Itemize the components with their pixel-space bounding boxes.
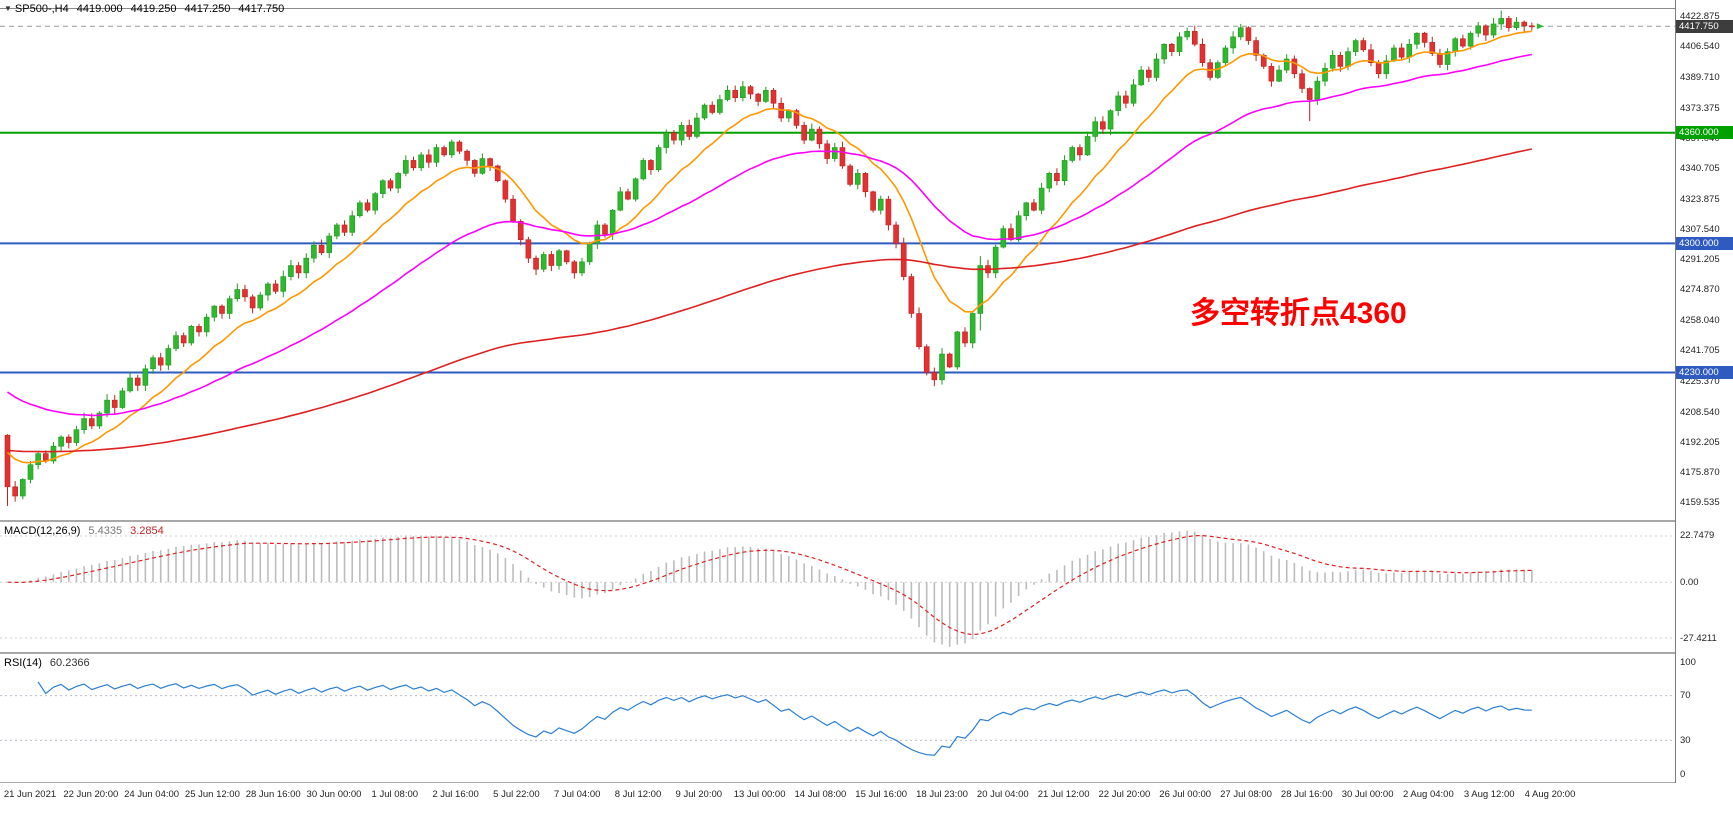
candlesticks (4, 10, 1535, 506)
price-tick-label: 4274.870 (1680, 284, 1720, 296)
chart-frame-border (0, 8, 1733, 9)
price-tick-label: 4340.705 (1680, 162, 1720, 174)
pane-separator[interactable] (0, 520, 1733, 522)
pane-separator[interactable] (0, 782, 1733, 783)
macd-signal-value: 3.2854 (130, 525, 164, 537)
price-tick-label: 4291.205 (1680, 254, 1720, 266)
rsi-tick-label: 100 (1680, 656, 1696, 668)
macd-canvas[interactable] (0, 522, 1675, 652)
macd-signal-line (7, 534, 1532, 636)
annotation-text[interactable]: 多空转折点4360 (1190, 297, 1407, 330)
time-tick-label: 21 Jun 2021 (3, 789, 57, 800)
chart-symbol-timeframe: SP500-,H4 (14, 3, 69, 15)
time-tick-label: 24 Jun 04:00 (124, 789, 180, 800)
time-tick-label: 2 Jul 16:00 (432, 789, 479, 800)
fast-ma-line (6, 30, 1532, 464)
time-tick-label: 28 Jun 16:00 (245, 789, 301, 800)
rsi-pane[interactable]: RSI(14) 60.2366 (0, 654, 1733, 782)
time-tick-label: 28 Jul 16:00 (1280, 789, 1333, 800)
time-tick-label: 14 Jul 08:00 (794, 789, 847, 800)
price-tick-label: 4323.875 (1680, 193, 1720, 205)
time-tick-label: 5 Jul 22:00 (493, 789, 540, 800)
rsi-header: RSI(14) 60.2366 (4, 657, 90, 669)
price-badge: 4230.000 (1676, 365, 1733, 379)
chart-dropdown-icon[interactable]: ▼ (4, 4, 12, 13)
slow-ma-line (7, 148, 1532, 453)
time-tick-label: 27 Jul 08:00 (1220, 789, 1272, 800)
macd-pane[interactable]: MACD(12,26,9) 5.4335 3.2854 (0, 522, 1733, 652)
time-tick-label: 1 Jul 08:00 (371, 789, 419, 800)
time-tick-label: 2 Aug 04:00 (1403, 789, 1454, 800)
price-tick-label: 4208.540 (1680, 406, 1720, 418)
time-tick-label: 22 Jun 20:00 (63, 789, 119, 800)
price-tick-label: 4307.540 (1680, 224, 1720, 235)
price-tick-label: 4389.710 (1680, 72, 1720, 84)
price-tick-label: 4373.375 (1680, 102, 1720, 114)
macd-main-value: 5.4335 (88, 525, 123, 537)
price-chart-pane[interactable]: ▼ SP500-,H4 4419.000 4419.250 4417.250 4417.7… (0, 0, 1733, 520)
time-tick-label: 7 Jul 04:00 (553, 789, 601, 800)
time-tick-label: 4 Aug 20:00 (1524, 789, 1576, 800)
price-tick-label: 4192.205 (1680, 436, 1720, 448)
price-tick-label: 4422.875 (1680, 11, 1720, 23)
time-tick-label: 25 Jun 12:00 (184, 789, 240, 800)
macd-header: MACD(12,26,9) 5.4335 3.2854 (4, 525, 164, 537)
ohlc-high: 4419.250 (130, 3, 177, 15)
time-tick-label: 15 Jul 16:00 (855, 789, 908, 800)
ohlc-close: 4417.750 (238, 3, 285, 15)
rsi-tick-label: 70 (1680, 690, 1691, 702)
price-tick-label: 4159.535 (1680, 496, 1720, 508)
time-tick-label: 21 Jul 12:00 (1037, 789, 1090, 800)
time-tick-label: 13 Jul 00:00 (733, 789, 786, 800)
macd-label: MACD(12,26,9) (4, 525, 81, 537)
macd-tick-label: -27.4211 (1680, 632, 1717, 644)
rsi-line (37, 681, 1532, 756)
medium-ma-line (7, 53, 1532, 417)
price-tick-label: 4241.705 (1680, 345, 1720, 357)
time-tick-label: 22 Jul 20:00 (1098, 789, 1151, 800)
time-tick-label: 26 Jul 00:00 (1159, 789, 1212, 800)
time-tick-label: 3 Aug 12:00 (1463, 789, 1515, 800)
price-chart-canvas[interactable] (0, 0, 1675, 520)
price-tick-label: 4258.040 (1680, 315, 1720, 327)
time-tick-label: 30 Jun 00:00 (306, 789, 362, 800)
pane-separator[interactable] (0, 652, 1733, 654)
price-badge: 4360.000 (1676, 126, 1733, 140)
macd-histogram (14, 530, 1533, 647)
rsi-tick-label: 30 (1680, 734, 1691, 746)
time-tick-label: 18 Jul 23:00 (916, 789, 968, 800)
time-tick-label: 30 Jul 00:00 (1341, 789, 1394, 800)
price-badge: 4300.000 (1676, 236, 1733, 250)
macd-tick-label: 22.7479 (1680, 530, 1715, 542)
price-tick-label: 4175.870 (1680, 466, 1720, 478)
last-price-arrow-icon (1536, 23, 1544, 30)
time-axis[interactable]: 21 Jun 2021 22 Jun 20:00 24 Jun 04:00 25 Ju… (0, 784, 1733, 810)
time-tick-label: 8 Jul 12:00 (614, 789, 662, 800)
chart-header: ▼ SP500-,H4 4419.000 4419.250 4417.250 4417.7… (4, 3, 284, 15)
price-tick-label: 4225.370 (1680, 375, 1720, 387)
rsi-label: RSI(14) (4, 657, 42, 669)
rsi-value: 60.2366 (49, 657, 90, 669)
time-tick-label: 20 Jul 04:00 (976, 789, 1029, 800)
ohlc-open: 4419.000 (76, 3, 123, 15)
price-badge: 4417.750 (1676, 19, 1733, 33)
ohlc-low: 4417.250 (184, 3, 231, 15)
rsi-tick-label: 0 (1680, 768, 1686, 780)
price-axis[interactable]: 4422.8754406.5404389.7104373.3754357.040… (1675, 0, 1733, 783)
price-tick-label: 4406.540 (1680, 41, 1720, 53)
rsi-canvas[interactable] (0, 654, 1675, 782)
time-tick-label: 9 Jul 20:00 (675, 789, 723, 800)
macd-tick-label: 0.00 (1680, 576, 1699, 588)
